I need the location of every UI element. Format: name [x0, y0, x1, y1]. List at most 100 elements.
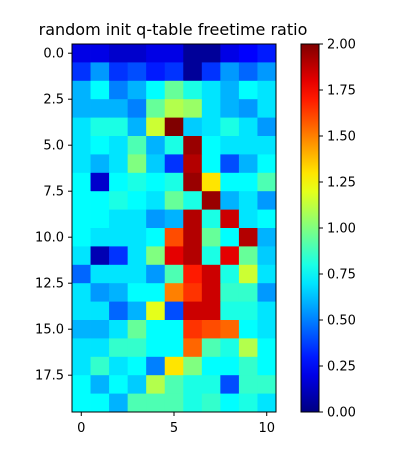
heatmap-cell [183, 228, 203, 247]
heatmap-cell [109, 320, 129, 339]
heatmap-cell [72, 228, 91, 247]
heatmap-cell [146, 44, 166, 63]
heatmap-cell [164, 375, 184, 394]
heatmap-cell [238, 356, 258, 376]
y-tick-label: 10.0 [35, 231, 64, 246]
heatmap-cell [109, 375, 129, 394]
heatmap-cell [220, 356, 240, 376]
heatmap-cell [183, 80, 203, 100]
heatmap-cell [127, 264, 147, 284]
heatmap-cell [72, 191, 91, 210]
heatmap-cell [109, 62, 129, 82]
heatmap-cell [146, 375, 166, 394]
heatmap-cell [238, 338, 258, 358]
heatmap-cell [90, 338, 110, 358]
heatmap-cell [220, 338, 240, 358]
heatmap-cell [238, 154, 258, 174]
heatmap-cell [72, 338, 91, 358]
heatmap-cell [146, 62, 166, 82]
heatmap-cell [220, 172, 240, 192]
heatmap-cell [238, 99, 258, 118]
y-tick-label: 7.5 [43, 185, 64, 200]
heatmap-cell [90, 117, 110, 137]
heatmap-cell [183, 99, 203, 118]
heatmap-cell [201, 375, 221, 394]
y-axis: 0.0 2.5 5.0 7.5 10.0 12.5 15.0 17.5 [35, 47, 72, 384]
heatmap-cell [72, 246, 91, 266]
colorbar-tick-label: 1.50 [327, 130, 356, 145]
heatmap-cell [201, 301, 221, 321]
heatmap-cell [146, 172, 166, 192]
heatmap-cell [257, 154, 277, 174]
heatmap-cell [164, 320, 184, 339]
heatmap-cell [257, 301, 277, 321]
heatmap-cell [146, 154, 166, 174]
heatmap-cell [127, 191, 147, 210]
heatmap-cell [257, 356, 277, 376]
heatmap-cell [90, 154, 110, 174]
heatmap-cell [201, 393, 221, 413]
heatmap-cell [72, 375, 91, 394]
colorbar-tick-label: 0.50 [327, 314, 356, 329]
heatmap-cell [257, 191, 277, 210]
heatmap-cell [90, 136, 110, 155]
heatmap-cell [72, 264, 91, 284]
heatmap-cell [201, 154, 221, 174]
heatmap-cell [164, 283, 184, 302]
heatmap-cell [257, 136, 277, 155]
heatmap-cell [257, 393, 277, 413]
x-tick-label: 0 [77, 421, 85, 436]
heatmap-cell [127, 209, 147, 229]
heatmap-cell [201, 338, 221, 358]
heatmap-cell [220, 228, 240, 247]
heatmap-cell [257, 375, 277, 394]
heatmap-cell [72, 320, 91, 339]
heatmap-cell [183, 246, 203, 266]
heatmap-cell [257, 44, 277, 63]
heatmap-cell [90, 62, 110, 82]
heatmap-cell [201, 117, 221, 137]
heatmap-cell [146, 117, 166, 137]
heatmap-cell [109, 228, 129, 247]
heatmap-cell [146, 393, 166, 413]
heatmap-cell [238, 136, 258, 155]
heatmap-cell [164, 356, 184, 376]
heatmap-cell [164, 99, 184, 118]
heatmap-cell [72, 44, 91, 63]
heatmap-cell [90, 264, 110, 284]
heatmap-cell [164, 62, 184, 82]
heatmap-cell [220, 80, 240, 100]
heatmap-cell [109, 301, 129, 321]
heatmap-cell [90, 191, 110, 210]
heatmap-cell [238, 301, 258, 321]
heatmap-cell [183, 136, 203, 155]
x-axis: 0 5 10 [77, 412, 275, 436]
heatmap-cell [238, 191, 258, 210]
heatmap-cell [220, 375, 240, 394]
heatmap-cell [146, 320, 166, 339]
heatmap-cell [201, 99, 221, 118]
heatmap-cell [90, 44, 110, 63]
heatmap-cell [146, 338, 166, 358]
heatmap-cell [257, 209, 277, 229]
heatmap-cell [220, 62, 240, 82]
heatmap-cell [257, 80, 277, 100]
heatmap-cell [238, 44, 258, 63]
heatmap-cell [72, 99, 91, 118]
heatmap-cell [164, 44, 184, 63]
heatmap-cell [238, 283, 258, 302]
heatmap-cell [164, 172, 184, 192]
colorbar-axis: 0.00 0.25 0.50 0.75 1.00 1.25 1.50 1.75 2.00 [319, 38, 356, 421]
heatmap-cell [238, 264, 258, 284]
heatmap-cells [72, 44, 277, 413]
colorbar-tick-label: 0.75 [327, 268, 356, 283]
y-tick-label: 17.5 [35, 369, 64, 384]
heatmap-cell [90, 209, 110, 229]
heatmap-cell [201, 320, 221, 339]
y-tick-label: 12.5 [35, 277, 64, 292]
heatmap-cell [146, 191, 166, 210]
heatmap-cell [238, 246, 258, 266]
heatmap-cell [146, 283, 166, 302]
heatmap-cell [238, 80, 258, 100]
heatmap-cell [109, 99, 129, 118]
